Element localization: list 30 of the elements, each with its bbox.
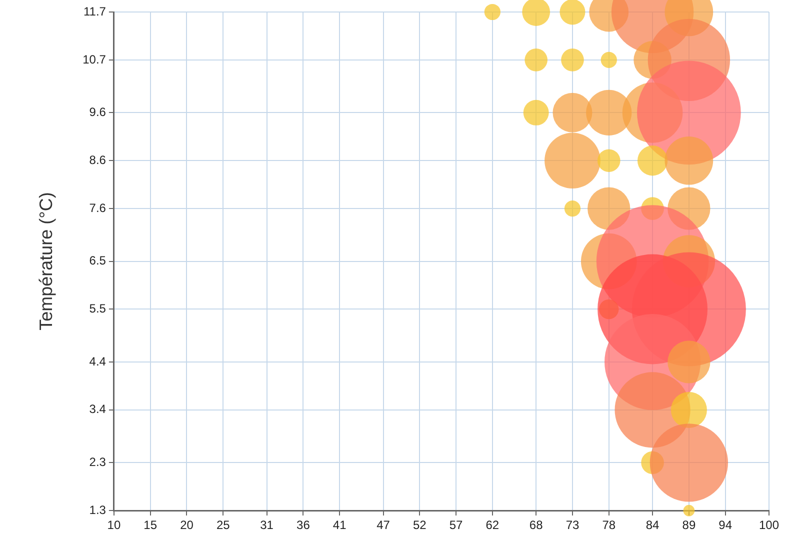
x-tick-label: 52: [412, 518, 427, 532]
y-tick-label: 5.5: [89, 302, 106, 316]
x-tick-label: 62: [486, 518, 500, 532]
x-tick-label: 89: [682, 518, 696, 532]
x-tick-label: 57: [449, 518, 464, 532]
x-tick-label: 36: [296, 518, 310, 532]
x-tick-label: 68: [529, 518, 544, 532]
y-axis-title: Température (°C): [36, 192, 56, 330]
y-tick-label: 7.6: [89, 200, 106, 215]
x-tick-label: 47: [376, 518, 390, 532]
x-tick-label: 20: [180, 518, 194, 532]
y-tick-label: 11.7: [83, 4, 106, 18]
x-tick-label: 31: [260, 518, 274, 532]
y-tick-label: 9.6: [89, 104, 106, 119]
x-tick-label: 10: [107, 518, 121, 532]
y-tick-label: 6.5: [89, 254, 106, 268]
y-tick-label: 2.3: [89, 454, 106, 469]
x-tick-label: 15: [144, 518, 158, 532]
x-tick-label: 25: [216, 518, 230, 532]
y-tick-label: 10.7: [82, 52, 106, 66]
y-tick-label: 1.3: [89, 502, 106, 517]
y-tick-label: 3.4: [89, 402, 106, 416]
x-tick-label: 84: [646, 518, 660, 532]
x-tick-label: 100: [758, 518, 780, 532]
x-tick-label: 73: [566, 518, 580, 532]
y-tick-label: 8.6: [89, 152, 106, 167]
x-tick-label: 41: [332, 518, 347, 532]
x-tick-label: 94: [718, 518, 732, 532]
x-tick-label: 78: [602, 518, 616, 532]
y-tick-label: 4.4: [89, 354, 106, 368]
